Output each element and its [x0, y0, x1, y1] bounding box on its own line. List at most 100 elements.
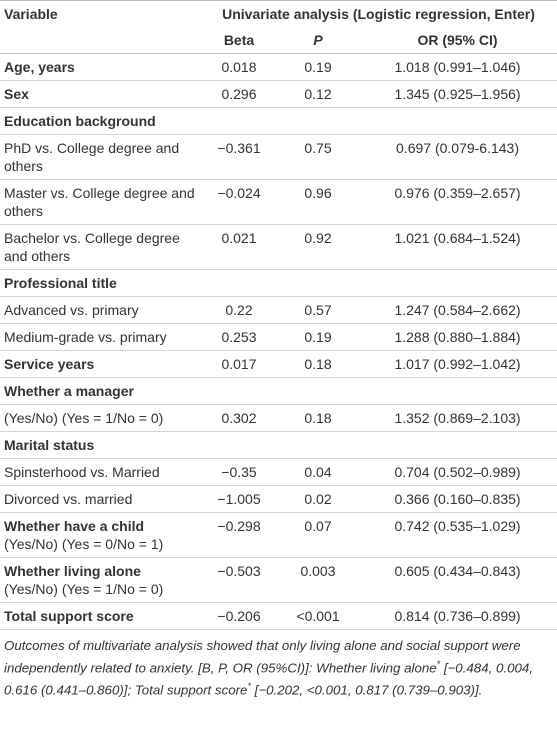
variable-cell: Marital status — [0, 432, 200, 459]
variable-label: Whether a manager — [4, 383, 134, 399]
variable-cell: (Yes/No) (Yes = 1/No = 0) — [0, 405, 200, 432]
variable-note: (Yes/No) (Yes = 1/No = 0) — [4, 581, 164, 597]
or-cell: 0.704 (0.502–0.989) — [394, 464, 521, 480]
table-row: Advanced vs. primary 0.22 0.57 1.247 (0.584… — [0, 297, 557, 324]
beta-cell: 0.296 — [221, 86, 257, 102]
p-cell: 0.19 — [304, 329, 332, 345]
table-row: Whether a manager — [0, 378, 557, 405]
variable-label: Marital status — [4, 437, 95, 453]
p-cell — [278, 378, 358, 405]
variable-label: Whether living alone — [4, 563, 141, 579]
variable-label: Bachelor vs. College degree and others — [4, 230, 180, 264]
variable-label: Divorced vs. married — [4, 491, 133, 507]
p-cell: 0.02 — [304, 491, 332, 507]
p-cell — [278, 108, 358, 135]
or-cell: 0.697 (0.079-6.143) — [396, 140, 519, 156]
variable-label: Medium-grade vs. primary — [4, 329, 167, 345]
variable-cell: PhD vs. College degree and others — [0, 135, 200, 180]
beta-cell: −0.503 — [217, 563, 261, 579]
header-cell: Beta — [223, 32, 255, 48]
beta-cell — [200, 270, 278, 297]
variable-label: Professional title — [4, 275, 117, 291]
table-row: Professional title — [0, 270, 557, 297]
variable-label: Advanced vs. primary — [4, 302, 139, 318]
or-cell: 0.814 (0.736–0.899) — [394, 608, 521, 624]
header-cell: Univariate analysis (Logistic regression… — [222, 6, 535, 22]
p-cell: 0.75 — [304, 140, 332, 156]
table-row: Whether living alone (Yes/No) (Yes = 1/No… — [0, 558, 557, 603]
variable-cell: Bachelor vs. College degree and others — [0, 225, 200, 270]
header-cell: P — [313, 32, 323, 48]
variable-cell: Age, years — [0, 54, 200, 81]
p-cell: 0.12 — [304, 86, 332, 102]
table-row: Master vs. College degree and others −0.0… — [0, 180, 557, 225]
table-row: Service years 0.017 0.18 1.017 (0.992–1.042… — [0, 351, 557, 378]
footnote: Outcomes of multivariate analysis showed… — [0, 630, 557, 700]
footnote-text: [−0.484, 0.004, 0.616 (0.441–0.860)]; To… — [4, 660, 533, 698]
p-cell: 0.003 — [300, 563, 336, 579]
table-body: Age, years 0.018 0.19 1.018 (0.991–1.046) Se… — [0, 54, 557, 630]
or-cell — [358, 108, 557, 135]
table-row: Bachelor vs. College degree and others 0.… — [0, 225, 557, 270]
beta-cell: 0.018 — [221, 59, 257, 75]
or-cell: 0.366 (0.160–0.835) — [394, 491, 521, 507]
beta-cell: −0.206 — [217, 608, 261, 624]
beta-cell: 0.302 — [221, 410, 257, 426]
p-cell: 0.19 — [304, 59, 332, 75]
variable-label: PhD vs. College degree and others — [4, 140, 180, 174]
table-row: Age, years 0.018 0.19 1.018 (0.991–1.046) — [0, 54, 557, 81]
p-cell — [278, 270, 358, 297]
variable-cell: Spinsterhood vs. Married — [0, 459, 200, 486]
or-cell: 1.018 (0.991–1.046) — [394, 59, 521, 75]
table-row: Whether have a child (Yes/No) (Yes = 0/No… — [0, 513, 557, 558]
beta-cell: 0.253 — [221, 329, 257, 345]
beta-cell: −0.361 — [217, 140, 261, 156]
beta-cell: −0.024 — [217, 185, 261, 201]
p-cell: 0.96 — [304, 185, 332, 201]
table-row: Divorced vs. married −1.005 0.02 0.366 (0.1… — [0, 486, 557, 513]
beta-cell: −0.298 — [217, 518, 261, 534]
p-cell: 0.18 — [304, 410, 332, 426]
beta-cell — [200, 378, 278, 405]
variable-label: (Yes/No) (Yes = 1/No = 0) — [4, 410, 164, 426]
header-cell: OR (95% CI) — [417, 32, 498, 48]
beta-cell: −0.35 — [221, 464, 257, 480]
page: Variable Univariate analysis (Logistic r… — [0, 0, 557, 700]
footnote-marker: * — [436, 659, 441, 669]
variable-note: (Yes/No) (Yes = 0/No = 1) — [4, 536, 164, 552]
table-row: Medium-grade vs. primary 0.253 0.19 1.288 (… — [0, 324, 557, 351]
table-row: Total support score −0.206 <0.001 0.814 (0.… — [0, 603, 557, 630]
or-cell — [358, 270, 557, 297]
beta-cell — [200, 432, 278, 459]
or-cell: 1.017 (0.992–1.042) — [394, 356, 521, 372]
variable-label: Age, years — [4, 59, 75, 75]
p-cell: 0.07 — [304, 518, 332, 534]
table-row: Marital status — [0, 432, 557, 459]
p-cell: 0.92 — [304, 230, 332, 246]
variable-label: Spinsterhood vs. Married — [4, 464, 160, 480]
or-cell: 0.605 (0.434–0.843) — [394, 563, 521, 579]
table-row: Sex 0.296 0.12 1.345 (0.925–1.956) — [0, 81, 557, 108]
header-row: Beta P OR (95% CI) — [0, 27, 557, 54]
variable-cell: Whether living alone (Yes/No) (Yes = 1/No… — [0, 558, 200, 603]
variable-cell: Master vs. College degree and others — [0, 180, 200, 225]
variable-cell: Whether a manager — [0, 378, 200, 405]
variable-cell: Service years — [0, 351, 200, 378]
variable-label: Master vs. College degree and others — [4, 185, 195, 219]
variable-cell: Whether have a child (Yes/No) (Yes = 0/No… — [0, 513, 200, 558]
p-cell — [278, 432, 358, 459]
footnote-text: Outcomes of multivariate analysis showed… — [4, 638, 521, 676]
p-cell: 0.04 — [304, 464, 332, 480]
variable-cell: Sex — [0, 81, 200, 108]
or-cell: 1.345 (0.925–1.956) — [394, 86, 521, 102]
variable-cell: Advanced vs. primary — [0, 297, 200, 324]
variable-cell: Professional title — [0, 270, 200, 297]
beta-cell: −1.005 — [217, 491, 261, 507]
beta-cell — [200, 108, 278, 135]
variable-label: Sex — [4, 86, 29, 102]
variable-cell: Education background — [0, 108, 200, 135]
footnote-text: [−0.202, <0.001, 0.817 (0.739–0.903)]. — [250, 682, 483, 698]
p-cell: 0.57 — [304, 302, 332, 318]
variable-cell: Total support score — [0, 603, 200, 630]
results-table: Variable Univariate analysis (Logistic r… — [0, 0, 557, 630]
